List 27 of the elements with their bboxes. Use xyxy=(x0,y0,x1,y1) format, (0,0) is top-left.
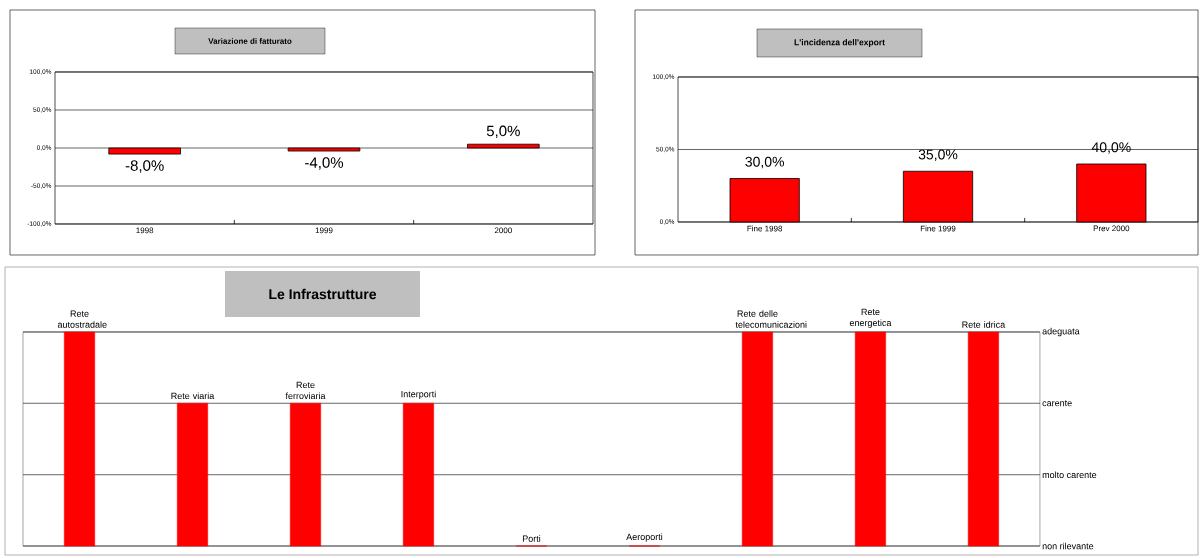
ref-line-label: molto carente xyxy=(1042,471,1097,479)
data-label: 5,0% xyxy=(486,125,520,138)
x-tick-label: 1999 xyxy=(315,227,333,234)
x-tick-label: Aeroporti xyxy=(626,533,663,542)
chart-title: Le Infrastrutture xyxy=(269,288,377,300)
chart-title: L'incidenza dell'export xyxy=(794,39,885,47)
x-tick-label: Rete autostradale xyxy=(57,310,107,328)
x-tick-label: Fine 1999 xyxy=(920,225,956,232)
x-tick-label: Interporti xyxy=(401,390,436,400)
x-tick-label: Fine 1998 xyxy=(747,225,783,232)
ref-line-label: adeguata xyxy=(1042,327,1080,337)
ref-line-label: non rilevante xyxy=(1042,542,1094,550)
x-tick-label: Rete viaria xyxy=(171,392,215,400)
x-tick-label: 1998 xyxy=(136,227,154,234)
x-tick-label: Porti xyxy=(522,535,541,542)
x-tick-label: Prev 2000 xyxy=(1093,225,1130,232)
x-tick-label: Rete energetica xyxy=(849,308,892,328)
data-label: 30,0% xyxy=(745,156,785,169)
data-label: 35,0% xyxy=(918,149,958,162)
x-tick-label: Rete delle telecomunicazioni xyxy=(735,310,807,328)
chart-title: Variazione di fatturato xyxy=(208,38,292,44)
data-label: -4,0% xyxy=(305,157,344,170)
data-label: -8,0% xyxy=(125,160,164,173)
x-tick-label: 2000 xyxy=(494,227,512,234)
x-tick-label: Rete ferroviaria xyxy=(285,381,326,400)
ref-line-label: carente xyxy=(1042,400,1072,407)
x-tick-label: Rete idrica xyxy=(962,321,1006,328)
